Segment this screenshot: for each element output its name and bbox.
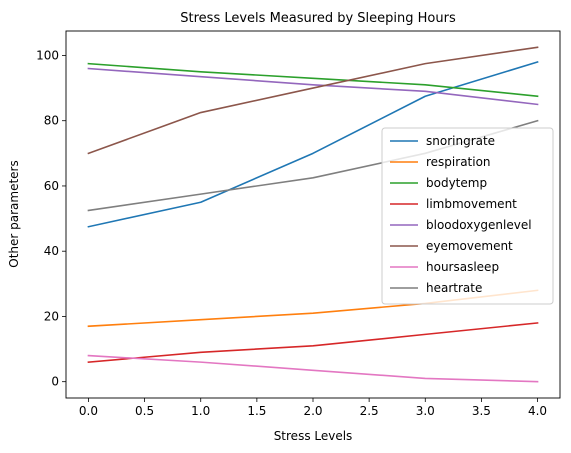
series-line-bloodoxygenlevel xyxy=(87,67,539,106)
series-line-bodytemp xyxy=(87,62,539,98)
series-line-limbmovement xyxy=(87,322,539,363)
legend-label-respiration: respiration xyxy=(426,155,491,169)
legend-label-hoursasleep: hoursasleep xyxy=(426,260,499,274)
y-tick-label: 80 xyxy=(44,114,59,128)
x-tick-label: 0.5 xyxy=(135,404,154,418)
chart-title: Stress Levels Measured by Sleeping Hours xyxy=(180,11,456,26)
legend-label-bodytemp: bodytemp xyxy=(426,176,487,190)
y-axis-ticks: 0 20 40 60 80 100 xyxy=(36,48,66,389)
series-layer xyxy=(87,46,539,383)
legend-label-eyemovement: eyemovement xyxy=(426,239,513,253)
x-tick-label: 0.0 xyxy=(79,404,98,418)
x-tick-label: 1.0 xyxy=(191,404,210,418)
series-line-hoursasleep xyxy=(87,354,539,383)
x-axis-label: Stress Levels xyxy=(274,429,353,443)
x-tick-label: 1.5 xyxy=(247,404,266,418)
plot-frame xyxy=(65,30,561,399)
y-tick-label: 60 xyxy=(44,179,59,193)
x-tick-label: 3.5 xyxy=(472,404,491,418)
x-tick-label: 3.0 xyxy=(416,404,435,418)
legend-label-heartrate: heartrate xyxy=(426,281,482,295)
x-tick-label: 2.0 xyxy=(303,404,322,418)
y-tick-label: 100 xyxy=(36,48,59,62)
y-axis-label: Other parameters xyxy=(7,160,21,268)
y-tick-label: 40 xyxy=(44,244,59,258)
legend: snoringrate respiration bodytemp limbmoveme… xyxy=(381,127,554,305)
series-line-eyemovement xyxy=(87,46,539,155)
legend-label-bloodoxygenlevel: bloodoxygenlevel xyxy=(426,218,532,232)
y-tick-label: 0 xyxy=(51,375,59,389)
legend-label-limbmovement: limbmovement xyxy=(426,197,517,211)
legend-label-snoringrate: snoringrate xyxy=(426,134,495,148)
legend-box xyxy=(381,127,554,305)
x-tick-label: 2.5 xyxy=(360,404,379,418)
x-tick-label: 4.0 xyxy=(528,404,547,418)
series-line-snoringrate xyxy=(87,60,539,228)
y-tick-label: 20 xyxy=(44,309,59,323)
x-axis-ticks: 0.0 0.5 1.0 1.5 2.0 2.5 3.0 3.5 4.0 xyxy=(79,398,547,418)
